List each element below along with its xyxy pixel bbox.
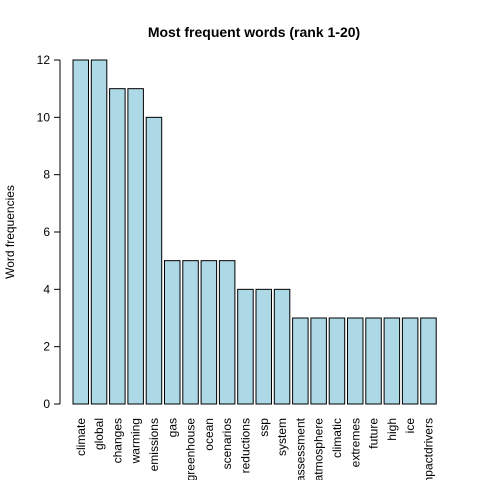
bar-changes	[109, 88, 126, 405]
chart-title: Most frequent words (rank 1-20)	[148, 24, 360, 40]
y-tick-label: 0	[43, 397, 50, 411]
x-tick-label: climate	[74, 418, 88, 456]
x-tick-label: gas	[165, 418, 179, 437]
bar-climatic	[328, 317, 346, 405]
bar-high	[383, 317, 401, 405]
bar-ocean	[200, 260, 218, 405]
bar-future	[365, 317, 382, 405]
y-axis: 0 2 4 6 8 10 12	[37, 53, 61, 411]
y-tick-label: 8	[43, 168, 50, 182]
bar-greenhouse	[182, 260, 199, 405]
bar-extremes	[347, 317, 364, 405]
x-tick-label: changes	[110, 418, 124, 463]
bars-group	[72, 59, 437, 405]
bar-atmosphere	[310, 317, 327, 405]
y-tick-label: 10	[37, 110, 51, 124]
bar-climate	[72, 59, 89, 405]
x-tick-label: future	[367, 418, 381, 449]
bar-reductions	[237, 288, 254, 405]
x-tick-label: ocean	[202, 418, 216, 451]
bar-system	[273, 288, 291, 405]
bar-scenarios	[218, 260, 236, 405]
x-tick-label: extremes	[348, 418, 362, 467]
y-axis-label: Word frequencies	[3, 185, 17, 279]
x-tick-label: reductions	[238, 418, 252, 473]
x-tick-label: system	[275, 418, 289, 456]
bar-emissions	[145, 116, 163, 405]
bar-ssp	[255, 288, 272, 405]
x-tick-labels: climate global changes warming emissions gas g…	[74, 417, 436, 480]
y-tick-label: 2	[43, 340, 50, 354]
bar-assessment	[292, 317, 309, 405]
x-tick-label: ssp	[257, 418, 271, 437]
x-tick-label: climatic	[330, 418, 344, 458]
bar-gas	[164, 260, 181, 405]
x-tick-label: assessment	[293, 417, 307, 480]
bar-warming	[127, 88, 144, 405]
y-tick-label: 12	[37, 53, 51, 67]
x-tick-label: atmosphere	[312, 418, 326, 480]
y-tick-label: 4	[43, 282, 50, 296]
x-tick-label: warming	[129, 418, 143, 464]
bar-impactdrivers	[420, 317, 437, 405]
x-tick-label: impactdrivers	[421, 418, 435, 480]
bar-ice	[401, 317, 419, 405]
y-tick-label: 6	[43, 225, 50, 239]
x-tick-label: scenarios	[220, 418, 234, 469]
x-tick-label: global	[92, 418, 106, 450]
x-tick-label: high	[385, 418, 399, 441]
x-tick-label: ice	[403, 418, 417, 434]
x-tick-label: emissions	[147, 418, 161, 471]
x-tick-label: greenhouse	[184, 418, 198, 480]
bar-global	[90, 59, 108, 405]
